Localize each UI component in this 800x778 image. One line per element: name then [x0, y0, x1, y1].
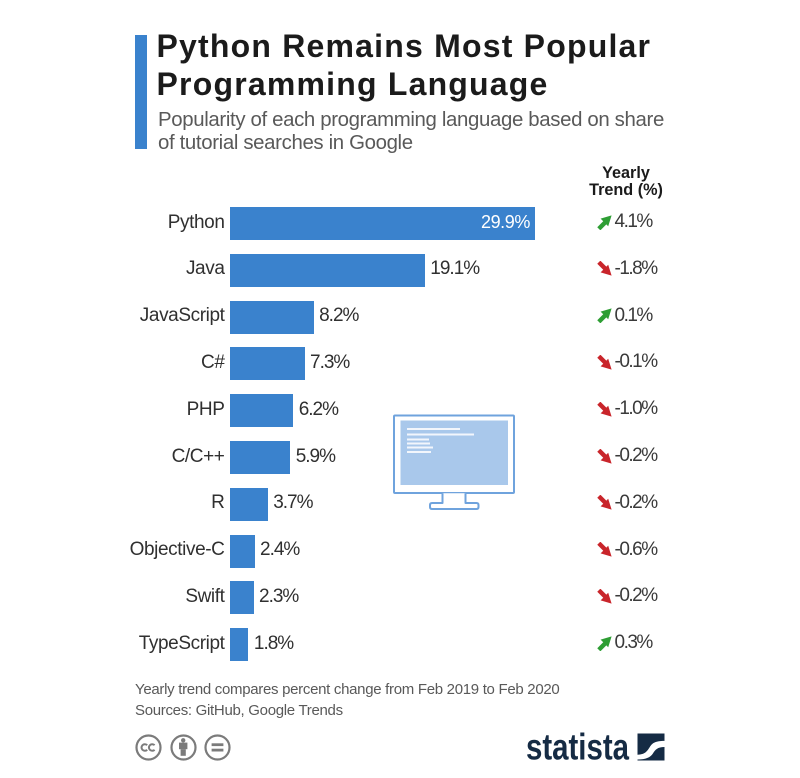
svg-text:statista: statista [526, 726, 629, 765]
